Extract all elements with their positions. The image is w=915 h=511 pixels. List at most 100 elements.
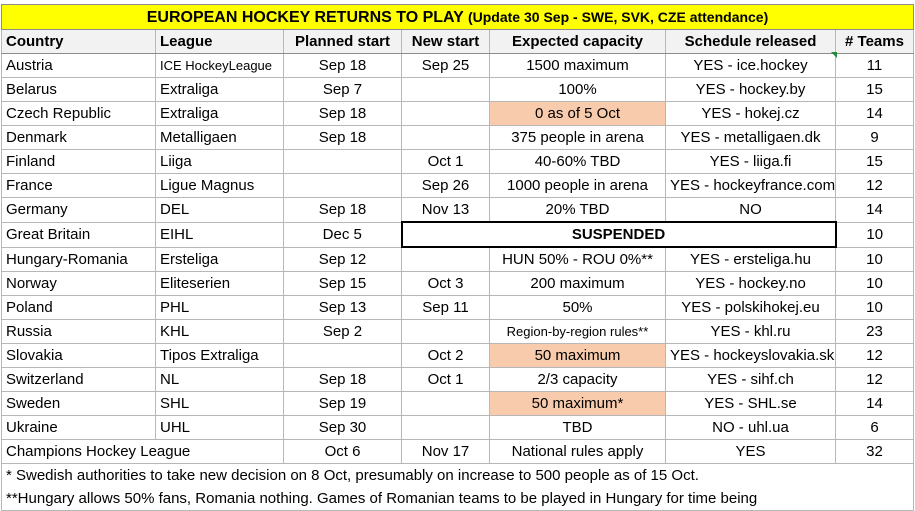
cell-new-start[interactable] <box>401 125 490 150</box>
cell-teams[interactable]: 10 <box>835 271 914 296</box>
cell-teams[interactable]: 12 <box>835 173 914 198</box>
cell-capacity[interactable]: 20% TBD <box>489 197 666 223</box>
cell-capacity[interactable]: National rules apply <box>489 439 666 464</box>
cell-league[interactable]: Liiga <box>155 149 284 174</box>
cell-new-start[interactable]: Nov 17 <box>401 439 490 464</box>
cell-capacity[interactable]: 0 as of 5 Oct <box>489 101 666 126</box>
cell-new-start[interactable]: Sep 25 <box>401 53 490 78</box>
cell-league[interactable]: PHL <box>155 295 284 320</box>
cell-teams[interactable]: 14 <box>835 197 914 223</box>
cell-new-start[interactable]: Nov 13 <box>401 197 490 223</box>
cell-country[interactable]: Poland <box>1 295 156 320</box>
cell-capacity[interactable]: 1000 people in arena <box>489 173 666 198</box>
cell-schedule[interactable]: YES - liiga.fi <box>665 149 836 174</box>
cell-new-start[interactable] <box>401 101 490 126</box>
cell-league[interactable]: KHL <box>155 319 284 344</box>
cell-schedule[interactable]: YES <box>665 439 836 464</box>
cell-league[interactable]: UHL <box>155 415 284 440</box>
cell-league[interactable]: Tipos Extraliga <box>155 343 284 368</box>
cell-country[interactable]: Switzerland <box>1 367 156 392</box>
cell-league[interactable]: ICE HockeyLeague <box>155 53 284 78</box>
cell-new-start[interactable]: Sep 26 <box>401 173 490 198</box>
cell-new-start[interactable] <box>401 246 490 272</box>
cell-schedule[interactable]: YES - ice.hockey <box>665 53 836 78</box>
cell-teams[interactable]: 9 <box>835 125 914 150</box>
cell-country[interactable]: Champions Hockey League <box>1 439 284 464</box>
cell-teams[interactable]: 6 <box>835 415 914 440</box>
cell-league[interactable]: Extraliga <box>155 77 284 102</box>
cell-country[interactable]: Sweden <box>1 391 156 416</box>
cell-country[interactable]: Belarus <box>1 77 156 102</box>
cell-planned[interactable]: Sep 18 <box>283 367 402 392</box>
header-schedule-released[interactable]: Schedule released <box>665 29 836 54</box>
cell-teams[interactable]: 10 <box>835 295 914 320</box>
cell-teams[interactable]: 32 <box>835 439 914 464</box>
cell-capacity[interactable]: HUN 50% - ROU 0%** <box>489 246 666 272</box>
cell-league[interactable]: DEL <box>155 197 284 223</box>
header-expected-capacity[interactable]: Expected capacity <box>489 29 666 54</box>
cell-planned[interactable]: Sep 13 <box>283 295 402 320</box>
cell-planned[interactable] <box>283 343 402 368</box>
cell-country[interactable]: France <box>1 173 156 198</box>
cell-schedule[interactable]: YES - hokej.cz <box>665 101 836 126</box>
cell-new-start[interactable]: Oct 2 <box>401 343 490 368</box>
cell-new-start[interactable]: Sep 11 <box>401 295 490 320</box>
cell-schedule[interactable]: NO - uhl.ua <box>665 415 836 440</box>
cell-country[interactable]: Finland <box>1 149 156 174</box>
cell-country[interactable]: Slovakia <box>1 343 156 368</box>
cell-league[interactable]: Eliteserien <box>155 271 284 296</box>
cell-new-start[interactable] <box>401 319 490 344</box>
cell-capacity[interactable]: TBD <box>489 415 666 440</box>
cell-capacity[interactable]: 50% <box>489 295 666 320</box>
cell-teams[interactable]: 23 <box>835 319 914 344</box>
cell-teams[interactable]: 14 <box>835 101 914 126</box>
cell-league[interactable]: Metalligaen <box>155 125 284 150</box>
header-teams[interactable]: # Teams <box>835 29 914 54</box>
cell-planned[interactable]: Sep 18 <box>283 125 402 150</box>
cell-league[interactable]: Ligue Magnus <box>155 173 284 198</box>
cell-capacity[interactable]: 1500 maximum <box>489 53 666 78</box>
cell-country[interactable]: Norway <box>1 271 156 296</box>
cell-teams[interactable]: 12 <box>835 367 914 392</box>
cell-capacity[interactable]: 375 people in arena <box>489 125 666 150</box>
cell-planned[interactable]: Sep 2 <box>283 319 402 344</box>
cell-capacity[interactable]: 200 maximum <box>489 271 666 296</box>
cell-schedule[interactable]: YES - khl.ru <box>665 319 836 344</box>
cell-schedule[interactable]: YES - hockey.no <box>665 271 836 296</box>
cell-new-start[interactable]: Oct 1 <box>401 367 490 392</box>
cell-league[interactable]: Ersteliga <box>155 246 284 272</box>
cell-country[interactable]: Hungary-Romania <box>1 246 156 272</box>
note-2[interactable]: **Hungary allows 50% fans, Romania nothi… <box>1 487 914 511</box>
cell-planned[interactable]: Sep 19 <box>283 391 402 416</box>
cell-teams[interactable]: 14 <box>835 391 914 416</box>
cell-planned[interactable]: Sep 18 <box>283 53 402 78</box>
cell-planned[interactable]: Sep 30 <box>283 415 402 440</box>
cell-teams[interactable]: 10 <box>835 221 914 248</box>
cell-planned[interactable]: Sep 18 <box>283 101 402 126</box>
cell-teams[interactable]: 11 <box>835 53 914 78</box>
header-country[interactable]: Country <box>1 29 156 54</box>
cell-country[interactable]: Ukraine <box>1 415 156 440</box>
cell-planned[interactable]: Sep 7 <box>283 77 402 102</box>
header-planned-start[interactable]: Planned start <box>283 29 402 54</box>
cell-capacity[interactable]: 2/3 capacity <box>489 367 666 392</box>
header-league[interactable]: League <box>155 29 284 54</box>
cell-schedule[interactable]: YES - hockey.by <box>665 77 836 102</box>
cell-teams[interactable]: 10 <box>835 246 914 272</box>
cell-capacity[interactable]: Region-by-region rules** <box>489 319 666 344</box>
cell-country[interactable]: Germany <box>1 197 156 223</box>
cell-schedule[interactable]: NO <box>665 197 836 223</box>
cell-capacity[interactable]: 50 maximum <box>489 343 666 368</box>
title-cell[interactable]: EUROPEAN HOCKEY RETURNS TO PLAY (Update … <box>1 4 914 30</box>
cell-schedule[interactable]: YES - sihf.ch <box>665 367 836 392</box>
cell-new-start[interactable] <box>401 391 490 416</box>
cell-league[interactable]: Extraliga <box>155 101 284 126</box>
cell-new-start[interactable]: Oct 1 <box>401 149 490 174</box>
cell-schedule[interactable]: YES - ersteliga.hu <box>665 246 836 272</box>
cell-schedule[interactable]: YES - SHL.se <box>665 391 836 416</box>
cell-country[interactable]: Denmark <box>1 125 156 150</box>
cell-league[interactable]: SHL <box>155 391 284 416</box>
cell-teams[interactable]: 15 <box>835 149 914 174</box>
cell-country[interactable]: Austria <box>1 53 156 78</box>
cell-planned[interactable] <box>283 149 402 174</box>
